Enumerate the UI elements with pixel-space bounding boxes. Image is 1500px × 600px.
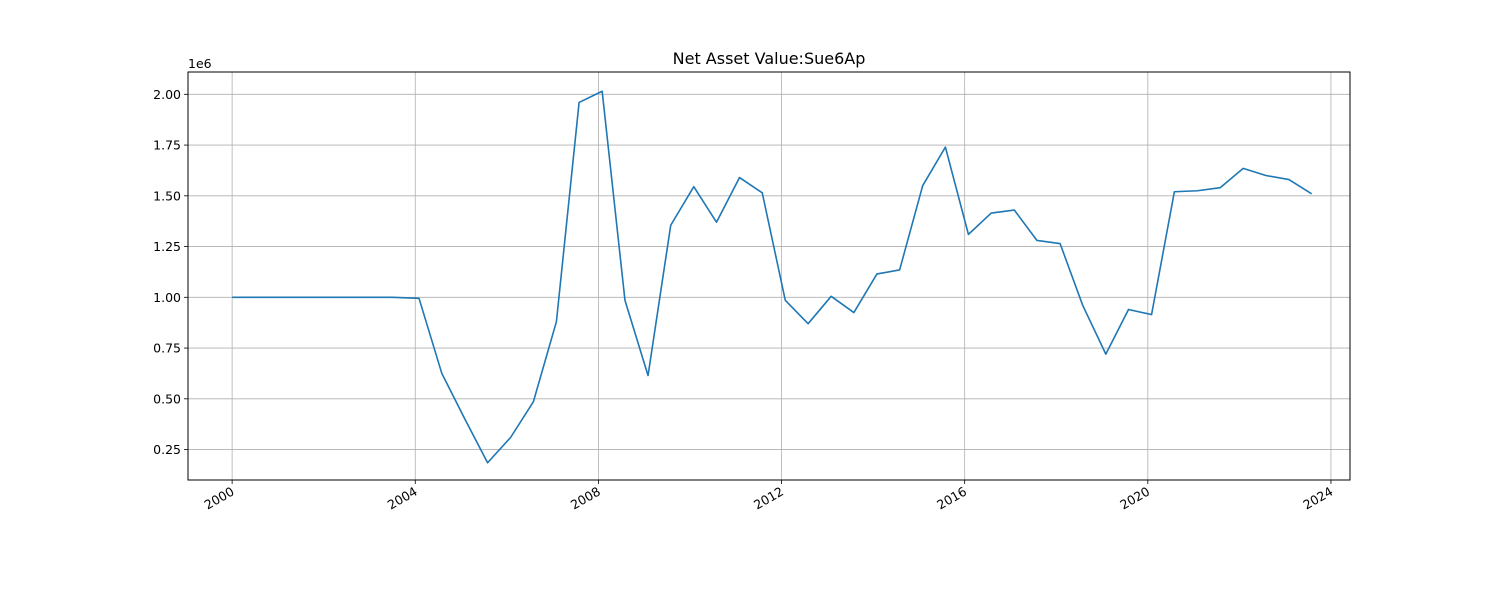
chart-title: Net Asset Value:Sue6Ap <box>673 49 866 68</box>
y-tick-label: 1.25 <box>153 239 181 254</box>
y-axis-offset-label: 1e6 <box>188 56 212 71</box>
y-tick-label: 1.50 <box>153 188 181 203</box>
y-axis: 0.25 0.50 0.75 1.00 1.25 1.50 1.75 2.00 <box>153 87 188 457</box>
y-tick-label: 1.00 <box>153 290 181 305</box>
y-tick-label: 0.75 <box>153 341 181 356</box>
y-tick-label: 2.00 <box>153 87 181 102</box>
y-tick-label: 0.25 <box>153 442 181 457</box>
series-line <box>232 90 1313 464</box>
y-tick-label: 1.75 <box>153 138 181 153</box>
series-layer <box>232 90 1313 464</box>
y-tick-label: 0.50 <box>153 391 181 406</box>
plot-frame <box>187 71 1351 481</box>
